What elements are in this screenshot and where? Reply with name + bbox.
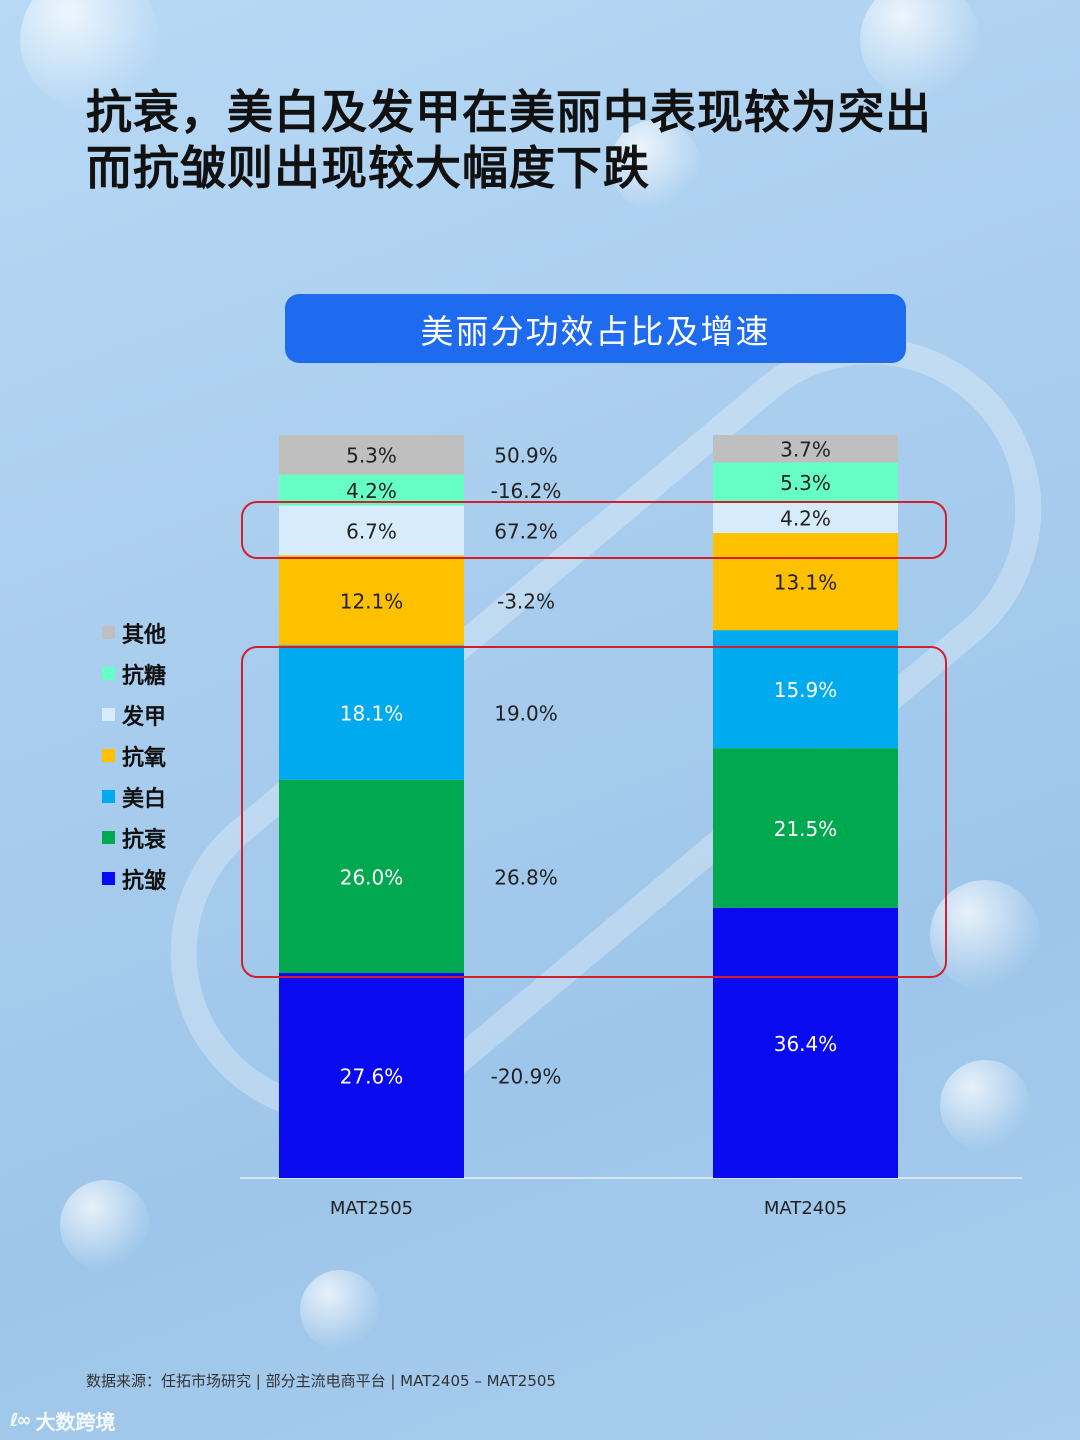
legend-item: 抗皱	[102, 858, 166, 899]
growth-label: 19.0%	[494, 702, 558, 726]
legend-swatch	[102, 872, 115, 885]
data-source-note: 数据来源：任拓市场研究 | 部分主流电商平台 | MAT2405 – MAT25…	[86, 1372, 556, 1390]
bar-segment	[713, 748, 898, 908]
data-label: 18.1%	[340, 702, 404, 726]
decor-bubble	[60, 1180, 150, 1270]
data-label: 36.4%	[774, 1032, 838, 1056]
title-line-1: 抗衰，美白及发甲在美丽中表现较为突出	[86, 85, 932, 139]
bar-segment	[279, 972, 464, 1178]
data-label: 5.3%	[346, 444, 397, 468]
bar-segment	[713, 501, 898, 533]
data-label: 21.5%	[774, 817, 838, 841]
data-label: 5.3%	[780, 471, 831, 495]
decor-bubble	[930, 880, 1040, 990]
watermark-text: 大数跨境	[35, 1410, 116, 1434]
data-label: 15.9%	[774, 678, 838, 702]
chart-legend: 其他抗糖发甲抗氧美白抗衰抗皱	[102, 612, 166, 899]
legend-label: 其他	[122, 622, 167, 648]
legend-item: 抗氧	[102, 735, 166, 776]
bar-segment	[279, 435, 464, 475]
legend-item: 美白	[102, 776, 166, 817]
growth-label: -16.2%	[491, 479, 562, 503]
data-label: 13.1%	[774, 571, 838, 595]
data-label: 6.7%	[346, 519, 397, 543]
data-label: 3.7%	[780, 438, 831, 462]
legend-swatch	[102, 626, 115, 639]
x-tick-label: MAT2405	[764, 1198, 847, 1219]
legend-label: 抗衰	[122, 827, 167, 853]
legend-item: 其他	[102, 612, 166, 653]
legend-swatch	[102, 749, 115, 762]
decor-bubble	[300, 1270, 380, 1350]
data-label: 4.2%	[346, 479, 397, 503]
legend-item: 发甲	[102, 694, 166, 735]
bar-segment	[713, 630, 898, 749]
legend-label: 抗糖	[122, 663, 167, 689]
decor-bubble	[610, 120, 700, 210]
decor-bubble	[940, 1060, 1030, 1150]
legend-item: 抗糖	[102, 653, 166, 694]
growth-label: 50.9%	[494, 444, 558, 468]
data-label: 27.6%	[340, 1064, 404, 1088]
legend-item: 抗衰	[102, 817, 166, 858]
data-label: 12.1%	[340, 589, 404, 613]
growth-label: 26.8%	[494, 865, 558, 889]
decor-bubble	[860, 0, 980, 100]
data-label: 26.0%	[340, 865, 404, 889]
title-line-2: 而抗皱则出现较大幅度下跌	[86, 141, 650, 195]
bar-segment	[279, 779, 464, 973]
legend-label: 抗皱	[122, 868, 167, 894]
bar-segment	[713, 532, 898, 631]
watermark-logo: ℓ∞ 大数跨境	[10, 1406, 115, 1435]
page-title: 抗衰，美白及发甲在美丽中表现较为突出 而抗皱则出现较大幅度下跌	[86, 84, 932, 196]
bar-segment	[279, 645, 464, 780]
bar-segment	[713, 435, 898, 463]
legend-label: 抗氧	[122, 745, 167, 771]
legend-swatch	[102, 790, 115, 803]
growth-label: 67.2%	[494, 519, 558, 543]
legend-label: 发甲	[122, 704, 167, 730]
bar-segment	[713, 462, 898, 502]
legend-label: 美白	[122, 786, 167, 812]
data-label: 4.2%	[780, 506, 831, 530]
logo-icon: ℓ∞	[10, 1410, 32, 1431]
highlight-box-meibai-kangshuai	[241, 646, 947, 978]
legend-swatch	[102, 708, 115, 721]
x-tick-label: MAT2505	[330, 1198, 413, 1219]
bar-segment	[713, 907, 898, 1178]
bar-segment	[279, 555, 464, 646]
bar-segment	[279, 474, 464, 506]
growth-label: -3.2%	[497, 589, 555, 613]
legend-swatch	[102, 667, 115, 680]
legend-swatch	[102, 831, 115, 844]
growth-label: -20.9%	[491, 1064, 562, 1088]
decor-bubble	[20, 0, 160, 110]
chart-title-banner: 美丽分功效占比及增速	[285, 294, 906, 363]
bar-segment	[279, 505, 464, 556]
highlight-box-fajia	[241, 501, 947, 559]
